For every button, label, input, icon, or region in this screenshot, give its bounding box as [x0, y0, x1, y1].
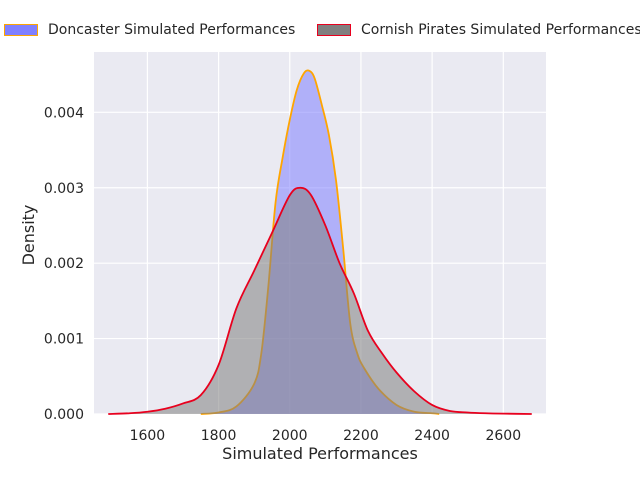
y-tick-label-0.000: 0.000 [44, 407, 84, 423]
x-tick-label-2600: 2600 [485, 428, 521, 444]
series-areas [108, 69, 532, 415]
legend-item-cornish-pirates: Cornish Pirates Simulated Performances [317, 18, 640, 42]
y-tick-label-0.001: 0.001 [44, 332, 84, 348]
x-tick-label-2200: 2200 [343, 428, 379, 444]
y-axis-label: Density [19, 205, 38, 266]
legend-swatch-doncaster [4, 24, 38, 36]
y-tick-label-0.003: 0.003 [44, 181, 84, 197]
area-cornish-pirates [108, 187, 532, 414]
x-tick-label-2400: 2400 [414, 428, 450, 444]
x-axis-label: Simulated Performances [222, 444, 418, 463]
legend-item-doncaster: Doncaster Simulated Performances [4, 18, 295, 42]
legend-swatch-cornish-pirates [317, 24, 351, 36]
x-tick-label-2000: 2000 [272, 428, 308, 444]
x-tick-label-1800: 1800 [201, 428, 237, 444]
y-tick-label-0.002: 0.002 [44, 256, 84, 272]
legend-label-cornish-pirates: Cornish Pirates Simulated Performances [361, 22, 640, 38]
x-tick-label-1600: 1600 [130, 428, 166, 444]
legend: Doncaster Simulated Performances Cornish… [0, 18, 640, 42]
y-tick-label-0.004: 0.004 [44, 105, 84, 121]
legend-label-doncaster: Doncaster Simulated Performances [48, 22, 296, 38]
tick-labels: 1600 1800 2000 2200 2400 2600 0.000 0.001 0.002 0… [44, 105, 521, 444]
line-cornish-pirates [108, 186, 532, 415]
